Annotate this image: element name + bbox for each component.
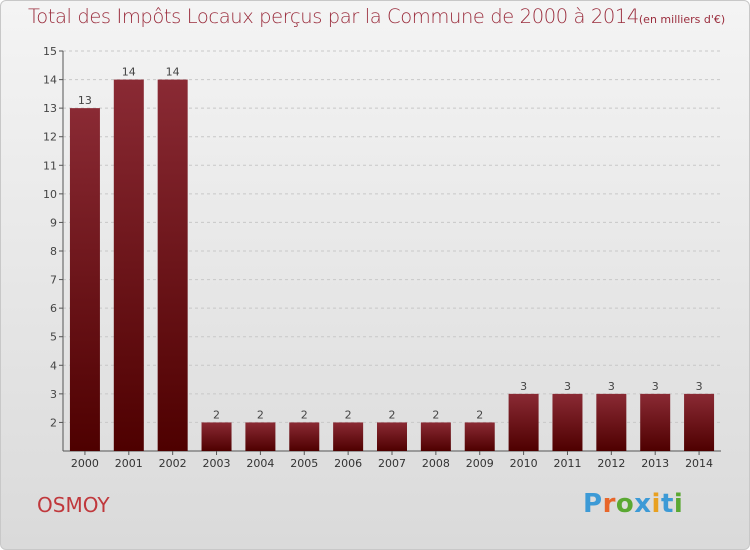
x-tick-label: 2009 (466, 457, 494, 470)
x-tick-label: 2010 (510, 457, 538, 470)
bar (552, 393, 583, 451)
x-tick-label: 2005 (290, 457, 318, 470)
x-tick-label: 2004 (246, 457, 274, 470)
data-label: 14 (166, 66, 180, 79)
data-label: 3 (696, 380, 703, 393)
bar (420, 422, 451, 451)
y-tick-label: 13 (43, 102, 57, 115)
bar (245, 422, 276, 451)
logo-letter: i (673, 489, 684, 519)
x-tick-label: 2012 (597, 457, 625, 470)
logo-letter: r (602, 489, 616, 519)
data-label: 2 (257, 408, 264, 421)
y-tick-label: 10 (43, 188, 57, 201)
data-label: 3 (608, 380, 615, 393)
bar (201, 422, 232, 451)
data-label: 14 (122, 66, 136, 79)
data-label: 3 (520, 380, 527, 393)
data-label: 2 (476, 408, 483, 421)
logo-letter: P (583, 489, 603, 519)
x-tick-label: 2003 (203, 457, 231, 470)
bar (69, 108, 100, 452)
y-tick-label: 12 (43, 131, 57, 144)
logo-letter: x (634, 489, 652, 519)
y-tick-label: 15 (43, 45, 57, 58)
chart-title: Total des Impôts Locaux perçus par la Co… (28, 5, 725, 28)
x-tick-label: 2006 (334, 457, 362, 470)
bar (464, 422, 495, 451)
data-label: 2 (213, 408, 220, 421)
x-tick-label: 2000 (71, 457, 99, 470)
x-tick-label: 2007 (378, 457, 406, 470)
proxiti-logo: Proxiti (583, 489, 683, 519)
x-tick-label: 2008 (422, 457, 450, 470)
y-tick-label: 9 (50, 216, 57, 229)
commune-name: OSMOY (37, 493, 110, 517)
data-label: 2 (345, 408, 352, 421)
y-tick-label: 6 (50, 302, 57, 315)
unit-note: (en milliers d'€) (638, 13, 726, 26)
data-label: 2 (432, 408, 439, 421)
data-label: 3 (652, 380, 659, 393)
y-tick-label: 4 (50, 359, 57, 372)
x-tick-label: 2002 (159, 457, 187, 470)
y-tick-label: 2 (50, 416, 57, 429)
bar (596, 393, 627, 451)
data-label: 2 (389, 408, 396, 421)
bar (377, 422, 407, 451)
data-label: 3 (564, 380, 571, 393)
data-label: 2 (301, 408, 308, 421)
logo-letter: o (615, 489, 635, 519)
data-label: 13 (78, 94, 92, 107)
y-tick-label: 5 (50, 331, 57, 344)
bar (113, 79, 144, 452)
logo-letter: i (651, 489, 661, 519)
bar (333, 422, 364, 451)
bar (508, 393, 539, 451)
x-tick-label: 2011 (553, 457, 581, 470)
bar (289, 422, 320, 451)
bar (640, 393, 671, 451)
y-tick-label: 3 (50, 388, 57, 401)
bar (684, 393, 715, 451)
x-tick-label: 2001 (115, 457, 143, 470)
title-text: Total des Impôts Locaux perçus par la Co… (28, 5, 639, 28)
x-tick-label: 2014 (685, 457, 713, 470)
y-tick-label: 7 (50, 274, 57, 287)
y-tick-label: 8 (50, 245, 57, 258)
bars: 13 14 14 2 2 2 2 2 2 2 3 3 3 3 3 (69, 66, 715, 452)
y-tick-label: 14 (43, 74, 57, 87)
logo-letter: t (660, 489, 674, 519)
bar (157, 79, 188, 452)
y-tick-label: 11 (43, 159, 57, 172)
x-tick-label: 2013 (641, 457, 669, 470)
